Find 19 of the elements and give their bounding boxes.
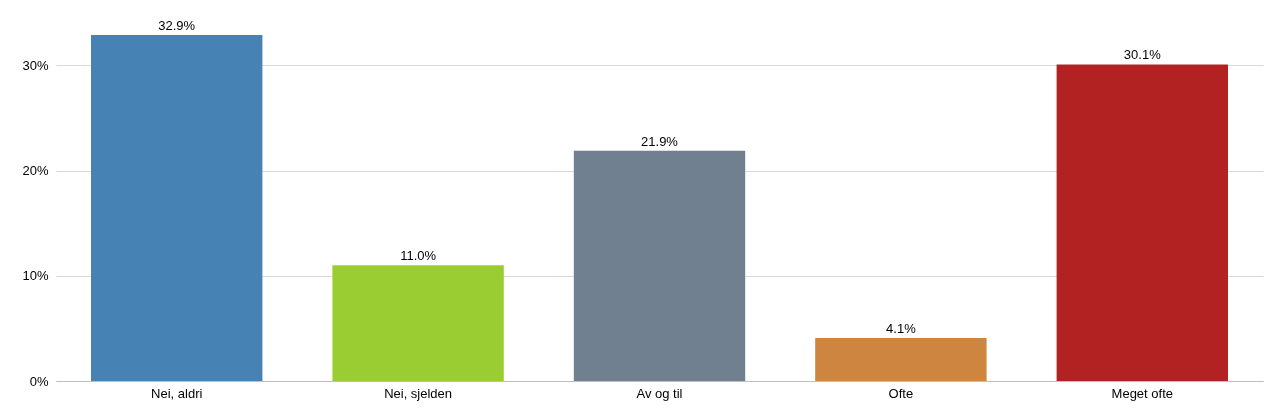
bar bbox=[1056, 64, 1228, 381]
x-tick-label: Nei, aldri bbox=[151, 385, 203, 401]
data-label: 30.1% bbox=[1123, 47, 1162, 63]
bar bbox=[573, 150, 746, 381]
bar bbox=[91, 35, 263, 381]
bar bbox=[332, 265, 504, 381]
y-tick-label: 20% bbox=[22, 163, 49, 179]
data-label: 21.9% bbox=[641, 133, 679, 149]
x-tick-label: Meget ofte bbox=[1111, 385, 1174, 401]
bar bbox=[815, 337, 987, 381]
data-label: 32.9% bbox=[158, 18, 196, 33]
y-tick-label: 30% bbox=[22, 58, 49, 73]
data-label: 11.0% bbox=[400, 248, 437, 264]
x-tick-label: Av og til bbox=[636, 385, 683, 401]
x-tick-label: Ofte bbox=[888, 385, 914, 401]
y-tick-label: 0% bbox=[29, 373, 49, 389]
data-label: 4.1% bbox=[886, 320, 917, 336]
y-tick-label: 10% bbox=[22, 268, 49, 284]
x-tick-label: Nei, sjelden bbox=[384, 385, 453, 401]
